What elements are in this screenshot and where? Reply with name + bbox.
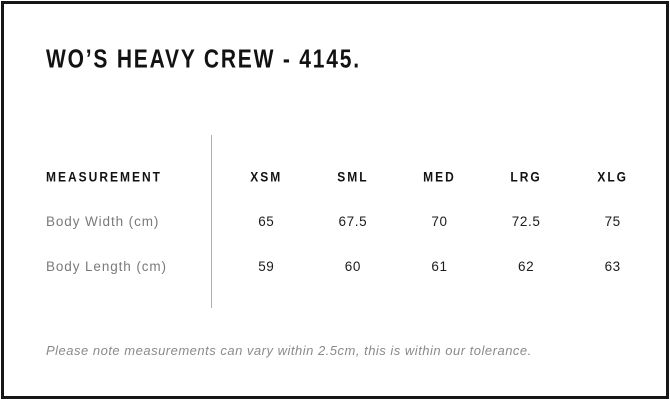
body-length-med-value: 61	[431, 259, 448, 274]
column-header-lrg-label: LRG	[510, 168, 542, 185]
column-header-xsm-label: XSM	[250, 168, 283, 185]
body-length-xsm-value: 59	[258, 259, 275, 274]
column-header-measurement: MEASUREMENT	[46, 154, 223, 199]
row-label-body-length: Body Length (cm)	[46, 259, 167, 274]
page-title: WO’S HEAVY CREW - 4145.	[46, 45, 361, 74]
column-header-lrg: LRG	[483, 154, 570, 199]
column-header-med: MED	[396, 154, 483, 199]
tolerance-note: Please note measurements can vary within…	[46, 343, 532, 358]
column-divider	[211, 135, 212, 308]
body-length-lrg-value: 62	[517, 259, 535, 274]
body-width-med-value: 70	[431, 214, 448, 229]
column-header-med-label: MED	[423, 168, 456, 185]
column-header-measurement-label: MEASUREMENT	[46, 168, 163, 185]
row-label-body-width: Body Width (cm)	[46, 214, 160, 229]
body-width-sml-value: 67.5	[338, 214, 368, 229]
column-header-xsm: XSM	[223, 154, 310, 199]
body-width-xsm-value: 65	[258, 214, 275, 229]
column-header-sml-label: SML	[337, 168, 369, 185]
column-header-xlg: XLG	[569, 154, 656, 199]
column-header-sml: SML	[310, 154, 397, 199]
body-width-xlg-value: 75	[604, 214, 621, 229]
size-table: MEASUREMENT XSM SML MED LRG XLG Body Wid…	[46, 154, 656, 289]
body-length-sml-value: 60	[344, 259, 361, 274]
body-width-lrg-value: 72.5	[511, 214, 541, 229]
body-length-xlg-value: 63	[604, 259, 621, 274]
column-header-xlg-label: XLG	[597, 168, 629, 185]
